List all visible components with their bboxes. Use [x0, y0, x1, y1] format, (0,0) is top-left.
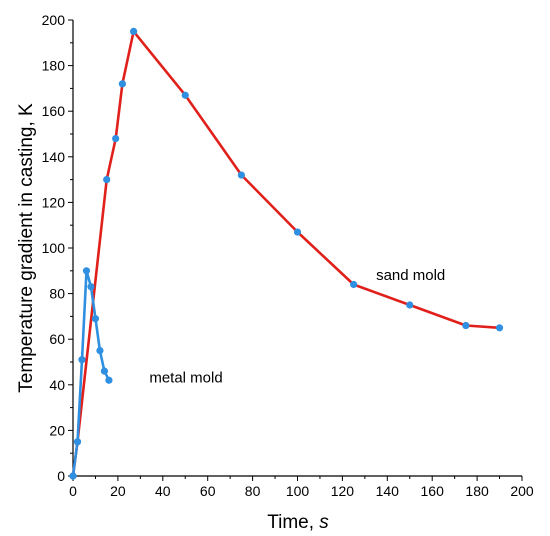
data-point-metal-mold [105, 376, 113, 384]
data-point-sand-mold [462, 321, 470, 330]
data-point-metal-mold [91, 315, 100, 323]
y-tick-label: 60 [49, 331, 65, 347]
x-tick-label: 160 [421, 483, 445, 499]
y-tick-label: 100 [42, 240, 66, 256]
y-tick-label: 20 [49, 422, 65, 438]
x-axis-title-unit: s [319, 512, 329, 533]
data-point-sand-mold [406, 301, 414, 309]
x-tick-label: 180 [465, 483, 489, 499]
data-point-sand-mold [181, 91, 189, 99]
x-tick-label: 200 [510, 483, 534, 499]
x-tick-label: 60 [200, 483, 216, 499]
annotation-layer: sand mold metal mold [149, 267, 445, 387]
data-point-metal-mold [87, 283, 95, 291]
annotation-sand-mold: sand mold [376, 267, 445, 284]
data-point-metal-mold [69, 472, 77, 480]
data-point-metal-mold [82, 267, 91, 275]
axes: 0 20 40 60 80 100 120 140 160 180 200 0 20 40 60 80 100 1… [42, 12, 534, 499]
x-axis-title: Time, s [267, 512, 329, 533]
y-tick-label: 200 [42, 12, 66, 28]
data-point-sand-mold [495, 324, 504, 332]
x-tick-label: 100 [286, 483, 310, 499]
y-tick-label: 80 [49, 286, 65, 302]
y-tick-label: 120 [42, 194, 66, 210]
x-tick-label: 120 [331, 483, 355, 499]
y-tick-label: 160 [42, 103, 66, 119]
x-tick-label: 20 [110, 483, 126, 499]
data-point-sand-mold [237, 171, 245, 179]
series-line-sand-mold [71, 30, 500, 477]
y-tick-label: 140 [42, 149, 66, 165]
y-axis-title: Temperature gradient in casting, K [16, 103, 37, 393]
data-point-metal-mold [73, 438, 82, 446]
y-tick-label: 0 [57, 468, 65, 484]
series-metal-mold [69, 267, 113, 480]
x-axis-title-main: Time, [267, 512, 319, 533]
x-tick-label: 40 [155, 483, 171, 499]
x-tick-label: 0 [69, 483, 77, 499]
series-layer [69, 27, 504, 480]
data-point-sand-mold [350, 280, 358, 289]
x-tick-label: 80 [245, 483, 261, 499]
data-point-sand-mold [293, 228, 302, 236]
data-point-sand-mold [130, 27, 138, 35]
data-point-sand-mold [112, 134, 120, 143]
x-tick-label: 140 [376, 483, 400, 499]
data-point-metal-mold [78, 356, 86, 364]
data-point-sand-mold [103, 176, 111, 184]
annotation-metal-mold: metal mold [149, 370, 222, 387]
series-sand-mold [69, 27, 504, 480]
data-point-metal-mold [96, 347, 104, 355]
data-point-metal-mold [100, 367, 109, 375]
data-point-sand-mold [118, 80, 126, 88]
y-tick-label: 40 [49, 377, 65, 393]
y-tick-label: 180 [42, 58, 66, 74]
